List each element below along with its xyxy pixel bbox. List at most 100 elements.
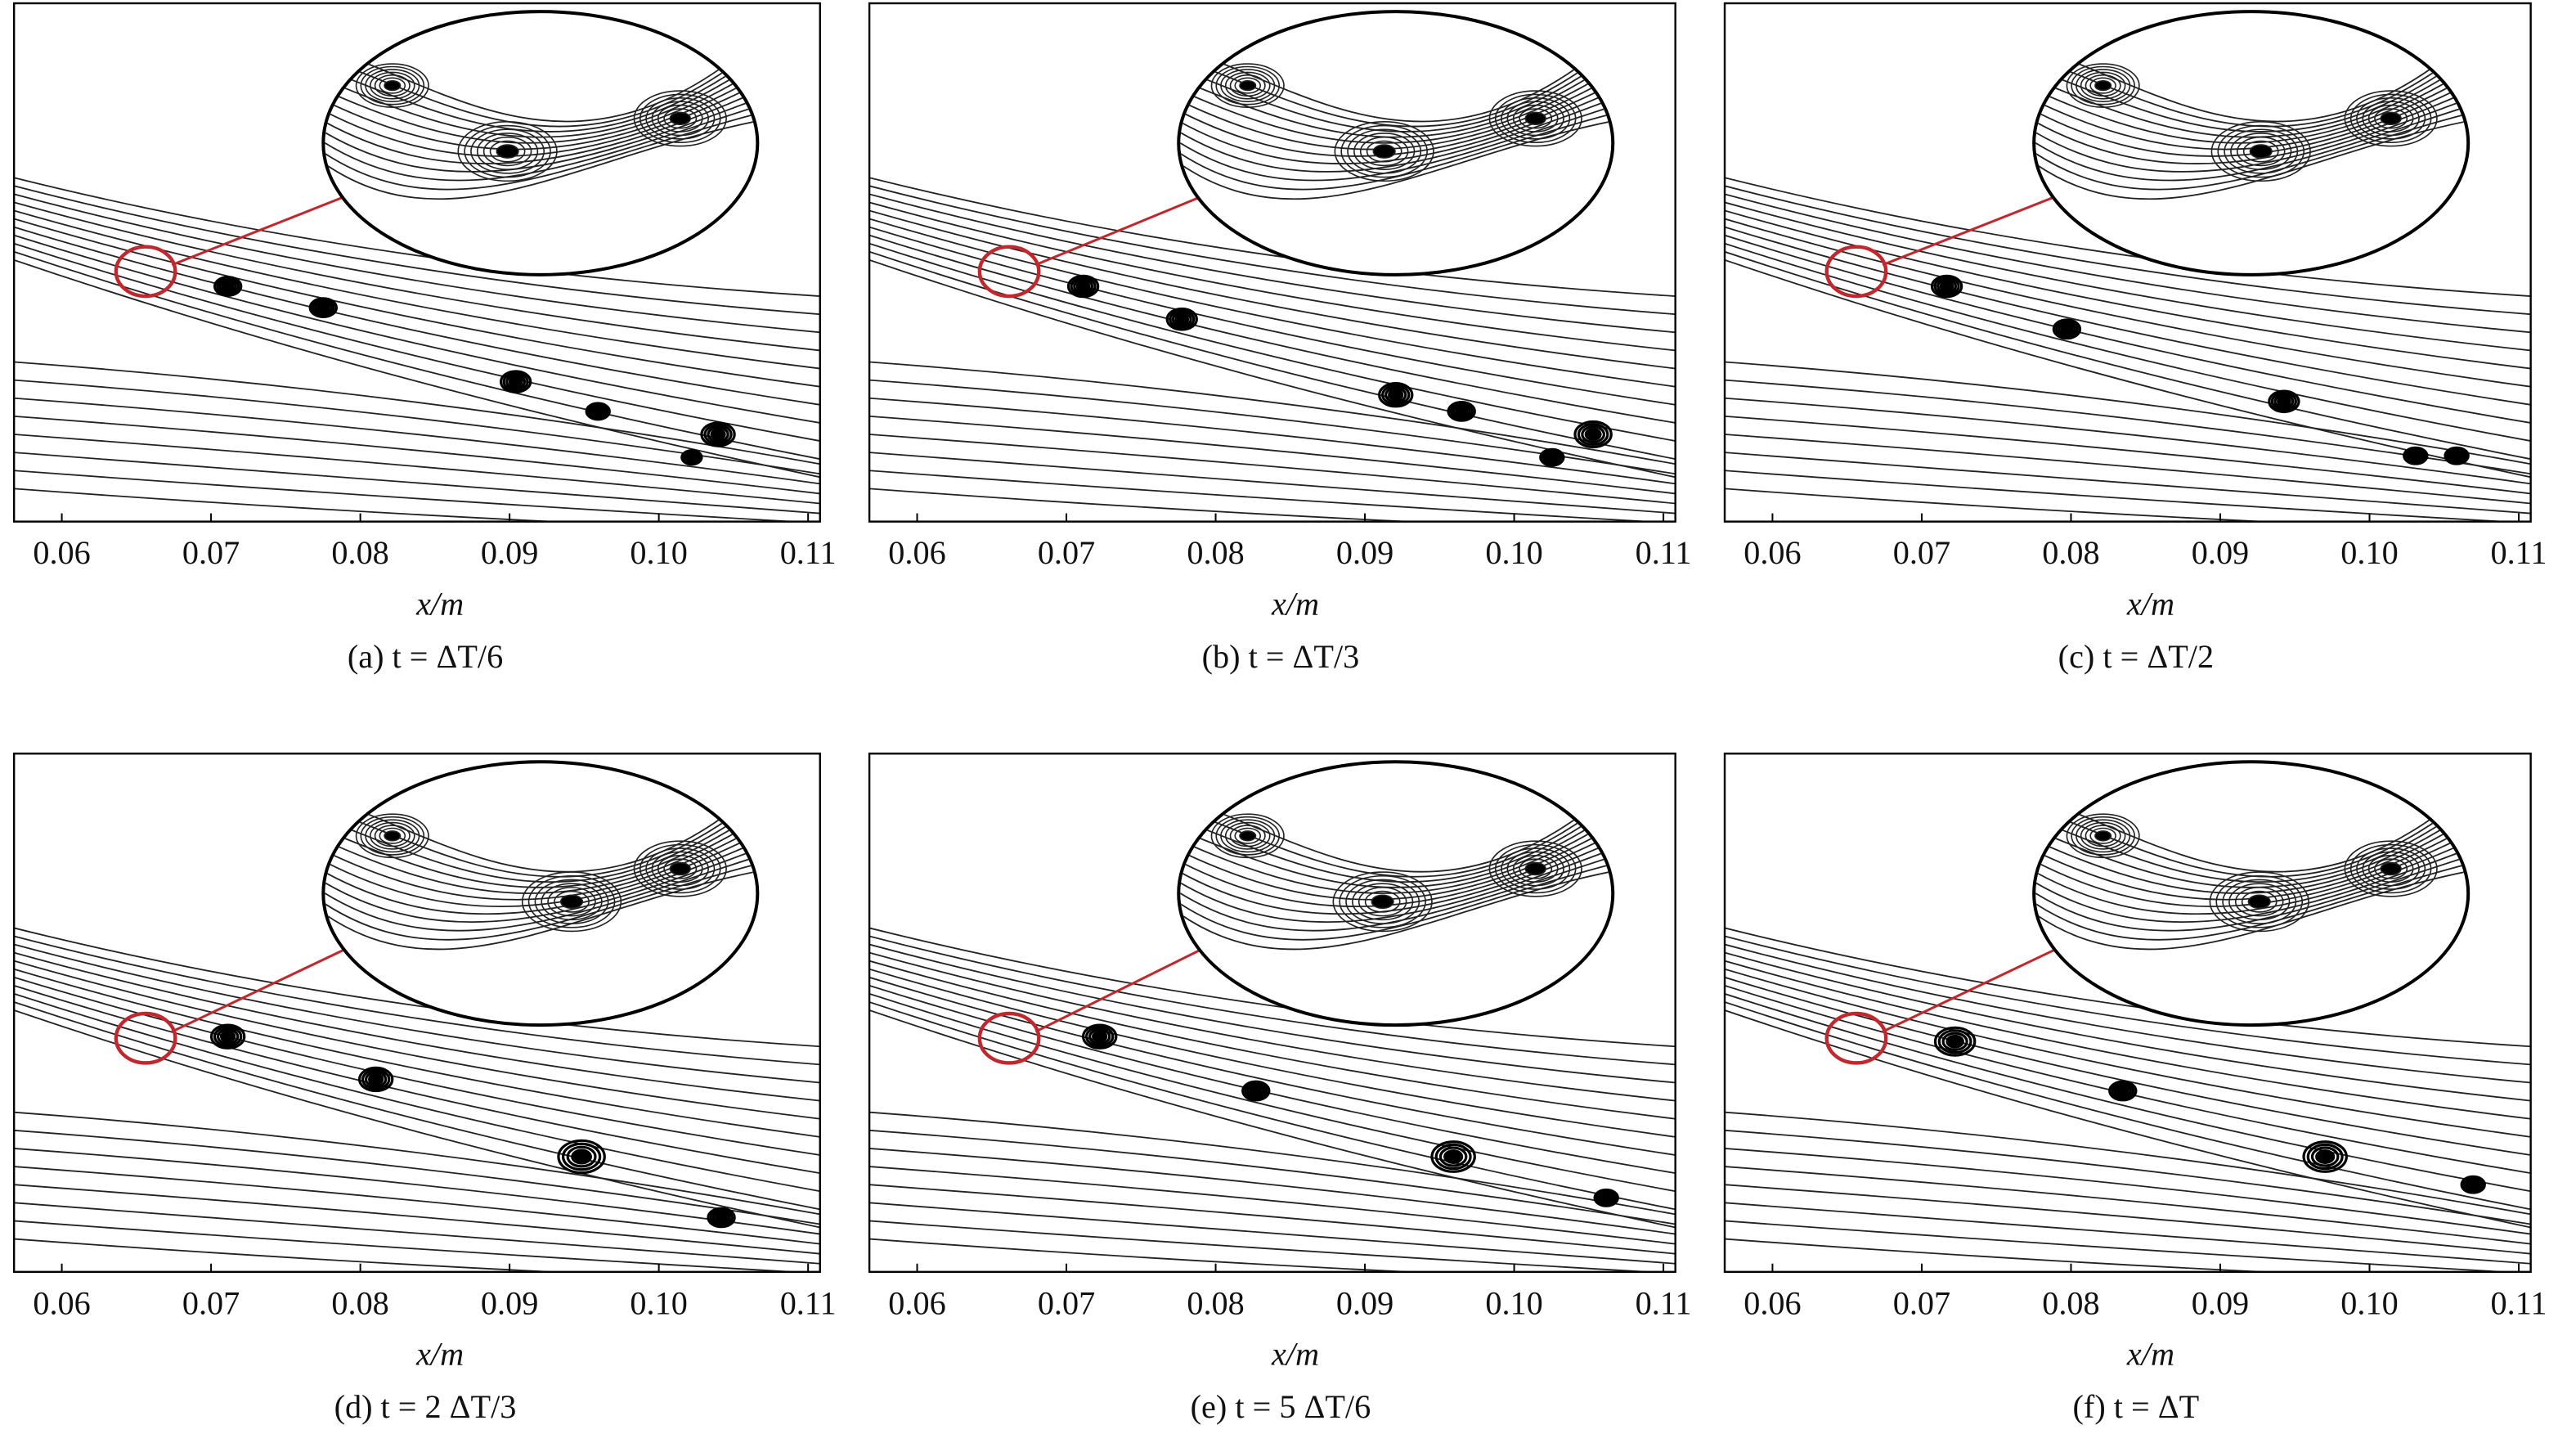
zoom-vortex [2071, 65, 2135, 106]
zoom-vortex [2234, 887, 2284, 917]
zoom-vortex [384, 79, 402, 92]
vortex [1584, 428, 1602, 441]
zoom-vortex [360, 816, 425, 856]
x-tick-label: 0.09 [481, 534, 538, 571]
streamline [1725, 984, 2531, 1175]
zoom-vortex [1339, 874, 1426, 928]
streamline [869, 1009, 1676, 1229]
streamline [14, 1202, 820, 1265]
vortex [1388, 389, 1404, 401]
x-tick-label: 0.06 [888, 1284, 945, 1321]
streamline [1725, 434, 2531, 505]
streamline [14, 951, 820, 1102]
vortex [1443, 1149, 1464, 1164]
vortex [1241, 1080, 1271, 1102]
zoom-vortex [2228, 883, 2291, 921]
zoom-vortex [1371, 894, 1394, 910]
streamline [1180, 810, 1612, 894]
streamline [14, 927, 820, 1048]
vortex [2403, 446, 2429, 465]
zoom-vortex [1334, 121, 1434, 182]
zoom-vortex [496, 144, 519, 159]
zoom-vortex [541, 883, 603, 921]
zoom-vortex [482, 136, 532, 167]
vortex [703, 424, 733, 445]
zoom-vortex [2374, 858, 2408, 879]
zoom-vortex [2230, 133, 2292, 170]
streamline [2035, 60, 2467, 144]
x-tick-label: 0.07 [182, 1284, 240, 1321]
vortex [2466, 1180, 2480, 1189]
zoom-vortex [379, 827, 406, 844]
zoom-vortex [2247, 894, 2271, 910]
streamline [869, 927, 1676, 1048]
x-tick-label: 0.07 [1038, 534, 1095, 571]
zoom-vortex [1359, 136, 1409, 167]
streamline [1180, 834, 1612, 915]
streamline [2035, 834, 2467, 915]
streamline [869, 1202, 1676, 1265]
streamline [2035, 101, 2467, 182]
streamline [14, 177, 820, 297]
zoom-vortex [2356, 847, 2426, 890]
zoom-vortex [651, 851, 709, 887]
zoom-vortex [521, 871, 622, 933]
vortex [1075, 281, 1091, 292]
x-tick-label: 0.08 [331, 1284, 388, 1321]
zoom-vortex [2249, 144, 2273, 159]
vortex [680, 449, 703, 466]
vortex [2306, 1143, 2344, 1171]
vortex [566, 1145, 597, 1168]
vortex [1936, 278, 1958, 294]
plot-frame [12, 2, 821, 523]
vortex [585, 402, 611, 421]
zoom-vortex [1210, 813, 1285, 859]
streamline [869, 250, 1676, 461]
zoom-marker [977, 1011, 1041, 1065]
vortex [2462, 1176, 2484, 1193]
zoom-vortex [1347, 128, 1422, 174]
streamline [1725, 234, 2531, 424]
streamline [2035, 68, 2467, 151]
vortex [2273, 393, 2295, 409]
streamline [1725, 361, 2531, 465]
zoom-vortex [369, 821, 415, 850]
streamline [1180, 68, 1612, 151]
vortex [1171, 311, 1192, 327]
plot-area [14, 753, 820, 1272]
vortex [684, 452, 699, 463]
zoom-vortex [2362, 101, 2420, 137]
zoom-vortex [2344, 840, 2438, 897]
magnifier-content [2035, 777, 2467, 951]
vortex [1598, 1191, 1615, 1204]
zoom-vortex [639, 93, 721, 144]
streamline [1725, 1220, 2515, 1272]
streamline [869, 993, 1676, 1193]
vortex [1577, 423, 1609, 447]
streamline [14, 1111, 820, 1216]
x-tick-label: 0.11 [1636, 534, 1692, 571]
vortex [2404, 447, 2426, 464]
panel: 0.06 0.07 0.08 0.09 0.10 0.11 x/m (e) t = 5 ΔT/… [868, 753, 1692, 1425]
plot-area [1725, 753, 2531, 1272]
vortex [1088, 1028, 1111, 1045]
streamline [1725, 488, 2278, 522]
x-tick-label: 0.11 [1636, 1284, 1692, 1321]
vortex [1092, 1030, 1108, 1043]
x-tick-label: 0.08 [2042, 1284, 2099, 1321]
vortex [502, 371, 529, 392]
x-axis-label: x/m [415, 1336, 464, 1373]
streamline [1725, 1009, 2531, 1229]
zoom-vortex [374, 74, 411, 97]
vortex [1546, 452, 1559, 462]
vortex [1165, 307, 1198, 331]
vortex [368, 1073, 384, 1086]
x-tick-label: 0.06 [888, 534, 945, 571]
streamline [1725, 935, 2531, 1066]
x-tick-label: 0.11 [780, 1284, 837, 1321]
vortex [1455, 406, 1469, 416]
vortex [1084, 1026, 1115, 1048]
x-tick-label: 0.07 [1038, 1284, 1095, 1321]
zoom-vortex [1488, 90, 1582, 147]
